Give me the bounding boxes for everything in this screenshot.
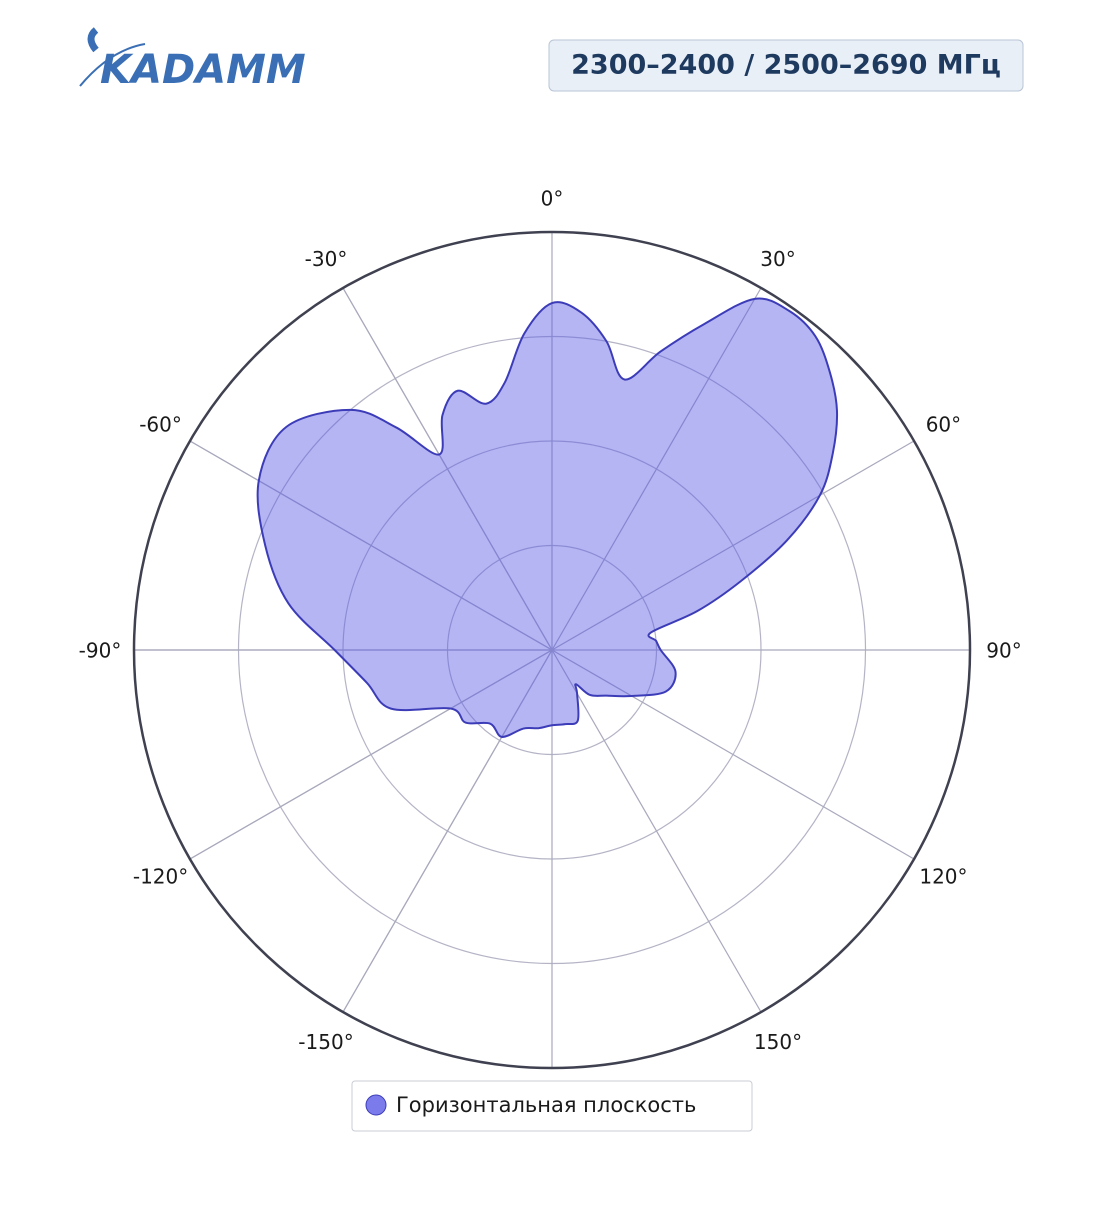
theta-tick-label: 90°	[986, 639, 1021, 663]
badge-text: 2300–2400 / 2500–2690 МГц	[571, 50, 1001, 81]
spoke	[189, 649, 553, 860]
theta-tick-label: 150°	[754, 1030, 802, 1054]
logo: KADAMM	[79, 27, 306, 93]
theta-tick-label: 60°	[926, 413, 961, 437]
logo-mark	[87, 27, 99, 53]
spoke	[189, 440, 553, 651]
logo-text: KADAMM	[100, 47, 306, 93]
theta-tick-label: -30°	[305, 247, 348, 271]
legend-label: Горизонтальная плоскость	[396, 1093, 696, 1117]
polar-plot: 0° 30° 60° 90° 120° 150° -150° -120° -90° -60° -30…	[79, 187, 1022, 1070]
logo-swoosh	[79, 43, 146, 87]
theta-tick-label: -90°	[79, 639, 122, 663]
badge-box	[548, 39, 1024, 92]
theta-tick-label: -120°	[133, 865, 188, 889]
theta-tick-label: 30°	[760, 247, 795, 271]
legend: Горизонтальная плоскость	[365, 1093, 696, 1117]
theta-tick-label: -150°	[298, 1030, 353, 1054]
spoke	[342, 649, 553, 1013]
legend-box	[351, 1080, 753, 1132]
outer-ring	[132, 230, 972, 1070]
theta-tick-label: 0°	[541, 187, 564, 211]
legend-marker	[365, 1094, 387, 1116]
pattern-area	[256, 297, 839, 738]
theta-tick-label: 120°	[919, 865, 967, 889]
spoke	[342, 287, 553, 651]
theta-tick-label: -60°	[139, 413, 182, 437]
